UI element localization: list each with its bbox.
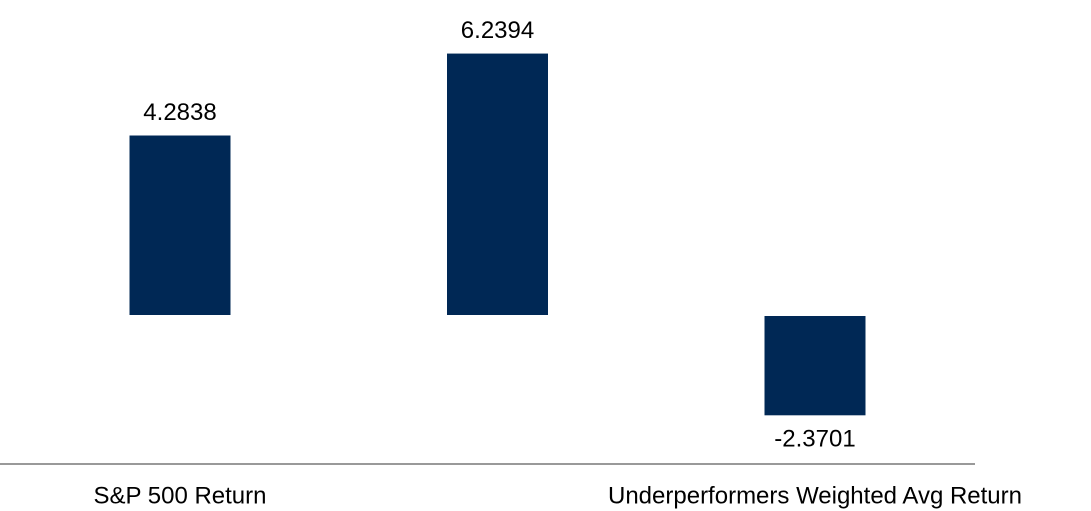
value-label: 6.2394 bbox=[461, 17, 534, 44]
bar bbox=[447, 53, 548, 315]
value-label: -2.3701 bbox=[774, 426, 855, 453]
x-tick-label: S&P 500 Return bbox=[93, 482, 266, 509]
bar bbox=[129, 135, 231, 315]
x-tick-label: Underperformers Weighted Avg Return bbox=[608, 482, 1022, 509]
bar bbox=[764, 316, 866, 416]
value-label: 4.2838 bbox=[143, 99, 216, 126]
